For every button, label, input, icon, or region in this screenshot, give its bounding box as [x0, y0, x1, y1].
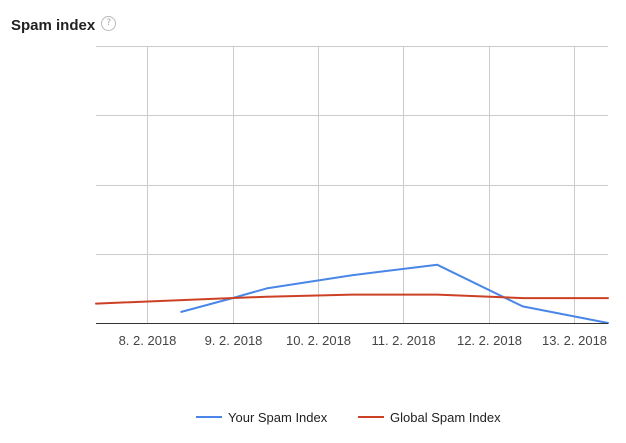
question-mark-icon[interactable]: ?	[101, 15, 117, 31]
legend-label: Your Spam Index	[228, 410, 328, 425]
chart-title: Spam index	[11, 17, 96, 34]
legend-label: Global Spam Index	[390, 410, 501, 425]
chart-header: Spam index ?	[11, 15, 117, 36]
x-tick-label: 12. 2. 2018	[457, 333, 522, 348]
x-tick-label: 9. 2. 2018	[205, 333, 263, 348]
x-tick-label: 13. 2. 2018	[542, 333, 607, 348]
x-tick-label: 10. 2. 2018	[286, 333, 351, 348]
series-line-global-spam-index	[95, 293, 609, 305]
x-tick-label: 11. 2. 2018	[371, 333, 435, 348]
x-tick-label: 8. 2. 2018	[119, 333, 177, 348]
